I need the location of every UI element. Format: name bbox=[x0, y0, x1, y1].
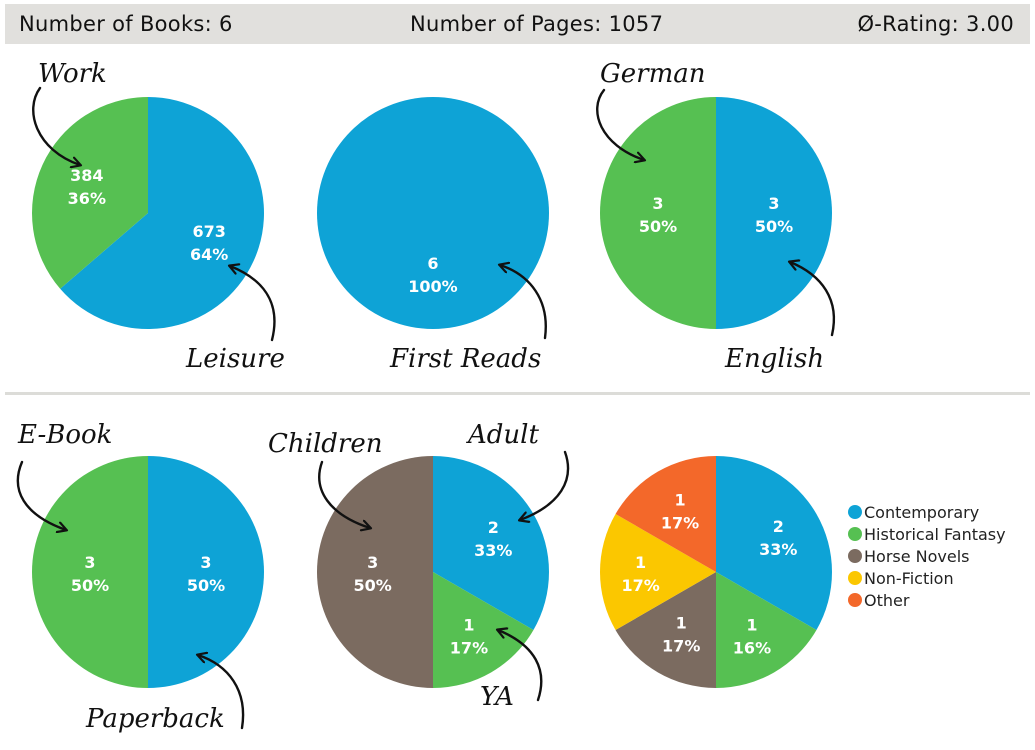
legend-swatch bbox=[848, 593, 862, 607]
callout-arrow bbox=[500, 265, 547, 340]
slice-value-label: 1 17% bbox=[450, 615, 488, 657]
pie-slice-paperback bbox=[148, 456, 264, 688]
callout-arrow bbox=[32, 86, 80, 165]
number-of-books: Number of Books: 6 bbox=[19, 12, 233, 36]
slice-value-label: 1 17% bbox=[661, 491, 699, 533]
callout-adult: Adult bbox=[466, 420, 539, 450]
slice-value-label: 3 50% bbox=[755, 194, 793, 236]
callout-ya: YA bbox=[480, 682, 514, 712]
legend-swatch bbox=[848, 505, 862, 519]
genre-legend: Contemporary Historical Fantasy Horse Nove… bbox=[848, 501, 1006, 611]
slice-value-label: 2 33% bbox=[474, 518, 512, 560]
pie-slice-contemporary bbox=[716, 456, 832, 630]
legend-entry-historical-fantasy: Historical Fantasy bbox=[848, 523, 1006, 545]
legend-entry-horse-novels: Horse Novels bbox=[848, 545, 1006, 567]
pie-slice-non-fiction bbox=[600, 514, 716, 630]
legend-entry-other: Other bbox=[848, 589, 1006, 611]
pie-slice-german bbox=[600, 97, 716, 329]
pie-slice-horse-novels bbox=[615, 572, 716, 688]
legend-swatch bbox=[848, 571, 862, 585]
callout-english: English bbox=[724, 344, 824, 374]
legend-label: Horse Novels bbox=[864, 546, 970, 566]
pie-slice-children bbox=[317, 456, 433, 688]
callout-work: Work bbox=[38, 59, 107, 89]
callout-german: German bbox=[600, 59, 706, 89]
legend-label: Historical Fantasy bbox=[864, 524, 1006, 544]
callout-children: Children bbox=[268, 429, 382, 459]
section-divider bbox=[5, 392, 1030, 395]
slice-value-label: 6 100% bbox=[408, 254, 457, 296]
slice-value-label: 1 17% bbox=[662, 613, 700, 655]
slice-value-label: 1 16% bbox=[733, 615, 771, 657]
pie-slice-english bbox=[716, 97, 832, 329]
callout-arrow bbox=[790, 262, 836, 337]
callout-arrow bbox=[16, 460, 66, 530]
pie-slice-other bbox=[615, 456, 716, 572]
slice-value-label: 3 50% bbox=[187, 553, 225, 595]
pie-slice-historical-fantasy bbox=[716, 572, 817, 688]
pie-slice-ya bbox=[433, 572, 534, 688]
pie-slice-first-reads bbox=[317, 97, 549, 329]
legend-entry-non-fiction: Non-Fiction bbox=[848, 567, 1006, 589]
callout-arrow bbox=[318, 460, 370, 528]
slice-value-label: 384 36% bbox=[68, 166, 106, 208]
callout-e-book: E-Book bbox=[17, 420, 112, 450]
legend-swatch bbox=[848, 527, 862, 541]
pie-slice-leisure bbox=[60, 97, 264, 329]
legend-swatch bbox=[848, 549, 862, 563]
slice-value-label: 1 17% bbox=[621, 553, 659, 595]
slice-value-label: 3 50% bbox=[354, 553, 392, 595]
callout-arrow bbox=[596, 88, 644, 160]
slice-value-label: 3 50% bbox=[639, 194, 677, 236]
stats-header: Number of Books: 6 Number of Pages: 1057… bbox=[5, 4, 1030, 44]
callout-arrow bbox=[230, 266, 276, 342]
legend-label: Non-Fiction bbox=[864, 568, 954, 588]
legend-label: Contemporary bbox=[864, 502, 980, 522]
pie-slice-e-book bbox=[32, 456, 148, 688]
callout-arrow bbox=[198, 655, 245, 730]
pie-slice-adult bbox=[433, 456, 549, 630]
slice-value-label: 2 33% bbox=[759, 517, 797, 559]
average-rating: Ø-Rating: 3.00 bbox=[857, 12, 1014, 36]
callout-paperback: Paperback bbox=[85, 704, 225, 734]
callout-first-reads: First Reads bbox=[389, 344, 541, 374]
pie-slice-work bbox=[32, 97, 149, 289]
legend-label: Other bbox=[864, 590, 910, 610]
slice-value-label: 3 50% bbox=[71, 553, 109, 595]
slice-value-label: 673 64% bbox=[190, 222, 228, 264]
callout-arrow bbox=[520, 450, 570, 520]
legend-entry-contemporary: Contemporary bbox=[848, 501, 1006, 523]
callout-arrow bbox=[498, 630, 543, 702]
callout-leisure: Leisure bbox=[185, 344, 285, 374]
number-of-pages: Number of Pages: 1057 bbox=[410, 12, 664, 36]
